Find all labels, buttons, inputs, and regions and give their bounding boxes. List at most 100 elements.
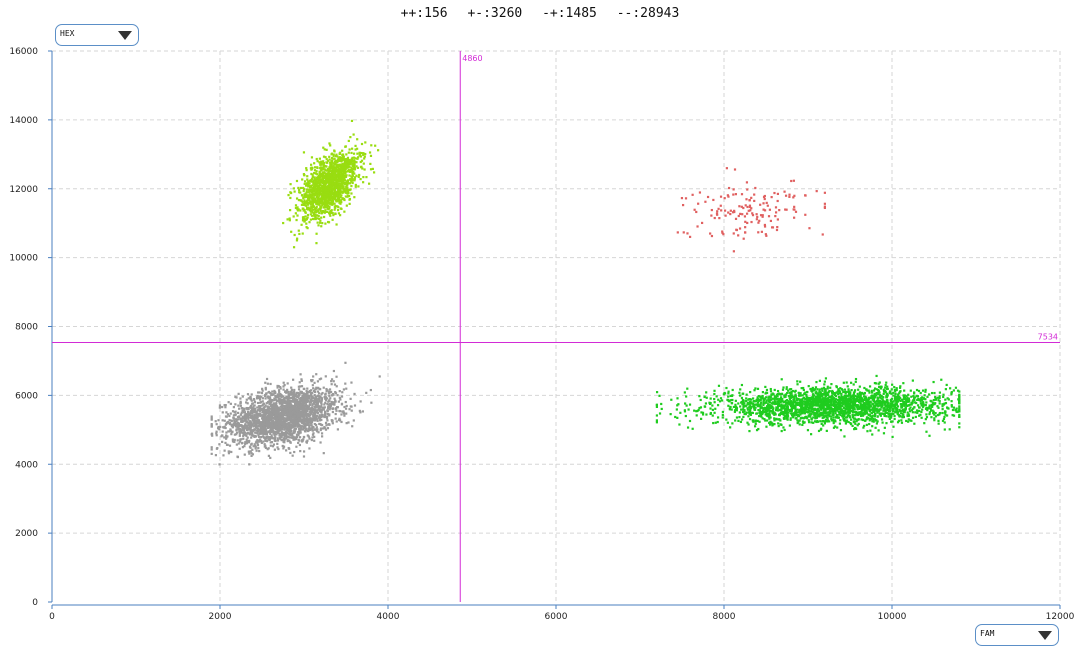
data-point	[284, 430, 288, 433]
data-point	[228, 414, 231, 418]
data-point	[761, 391, 765, 394]
data-point	[345, 412, 348, 415]
data-point	[305, 169, 308, 172]
data-point	[878, 385, 881, 388]
data-point	[727, 399, 730, 402]
data-point	[892, 425, 895, 428]
data-point	[853, 407, 856, 410]
data-point	[286, 406, 289, 410]
data-point	[780, 378, 783, 381]
data-point	[920, 410, 923, 414]
data-point	[235, 429, 238, 432]
data-point	[872, 410, 876, 414]
data-point	[272, 408, 275, 412]
data-point	[353, 166, 356, 169]
data-point	[259, 425, 263, 428]
data-point	[807, 419, 810, 422]
data-point	[765, 391, 769, 395]
data-point	[326, 419, 329, 422]
data-point	[319, 396, 323, 399]
data-point	[246, 420, 249, 423]
data-point	[871, 407, 874, 410]
data-point	[884, 408, 887, 411]
data-point	[867, 389, 870, 392]
data-point	[928, 411, 932, 414]
data-point	[883, 413, 886, 416]
data-point	[330, 419, 333, 422]
data-point	[300, 421, 304, 424]
data-point	[885, 415, 888, 418]
data-point	[782, 413, 785, 416]
data-point	[901, 400, 905, 403]
data-point	[791, 406, 795, 410]
data-point	[911, 411, 914, 414]
data-point	[345, 174, 348, 177]
data-point	[233, 438, 236, 442]
data-point	[277, 430, 280, 433]
data-point	[884, 383, 887, 387]
data-point	[280, 426, 283, 429]
data-point	[775, 398, 778, 401]
data-point	[819, 406, 823, 409]
data-point	[245, 434, 248, 437]
data-point	[833, 410, 837, 413]
data-point	[342, 411, 345, 414]
data-point	[906, 396, 909, 399]
data-point	[726, 398, 729, 401]
data-point	[247, 397, 250, 400]
data-point	[270, 392, 273, 396]
data-point	[754, 387, 757, 390]
data-point	[876, 420, 879, 423]
data-point	[300, 385, 304, 388]
data-point	[247, 411, 250, 414]
data-point	[303, 398, 306, 401]
data-point	[303, 407, 306, 411]
data-point	[765, 399, 768, 402]
data-point	[276, 420, 279, 423]
data-point	[911, 400, 914, 403]
data-point	[912, 407, 915, 410]
data-point	[265, 377, 269, 381]
data-point	[255, 413, 258, 416]
data-point	[300, 390, 303, 394]
data-point	[811, 397, 815, 400]
data-point	[765, 425, 768, 428]
data-point	[264, 381, 267, 384]
data-point	[312, 412, 315, 415]
data-point	[919, 391, 922, 395]
data-point	[747, 415, 750, 418]
data-point	[893, 397, 896, 400]
data-point	[324, 427, 327, 430]
data-point	[275, 433, 278, 436]
data-point	[782, 386, 785, 389]
data-point	[254, 434, 257, 438]
data-point	[811, 404, 815, 407]
data-point	[249, 431, 252, 434]
data-point	[290, 413, 293, 417]
data-point	[804, 398, 807, 401]
data-point	[250, 393, 253, 396]
data-point	[886, 385, 889, 388]
data-point	[738, 415, 741, 419]
data-point	[257, 412, 260, 415]
data-point	[846, 385, 849, 388]
data-point	[655, 414, 658, 417]
data-point	[312, 387, 315, 390]
data-point	[329, 397, 332, 400]
data-point	[933, 417, 936, 420]
data-point	[859, 394, 862, 398]
data-point	[922, 401, 925, 404]
data-point	[729, 405, 732, 409]
data-point	[844, 400, 848, 403]
data-point	[814, 413, 817, 416]
data-point	[855, 397, 858, 400]
data-point	[891, 420, 894, 423]
data-point	[811, 386, 814, 390]
data-point	[730, 402, 733, 405]
data-point	[296, 433, 299, 436]
data-point	[742, 403, 745, 406]
data-point	[809, 413, 812, 416]
data-point	[903, 403, 906, 406]
data-point	[757, 398, 760, 401]
data-point	[762, 400, 765, 404]
